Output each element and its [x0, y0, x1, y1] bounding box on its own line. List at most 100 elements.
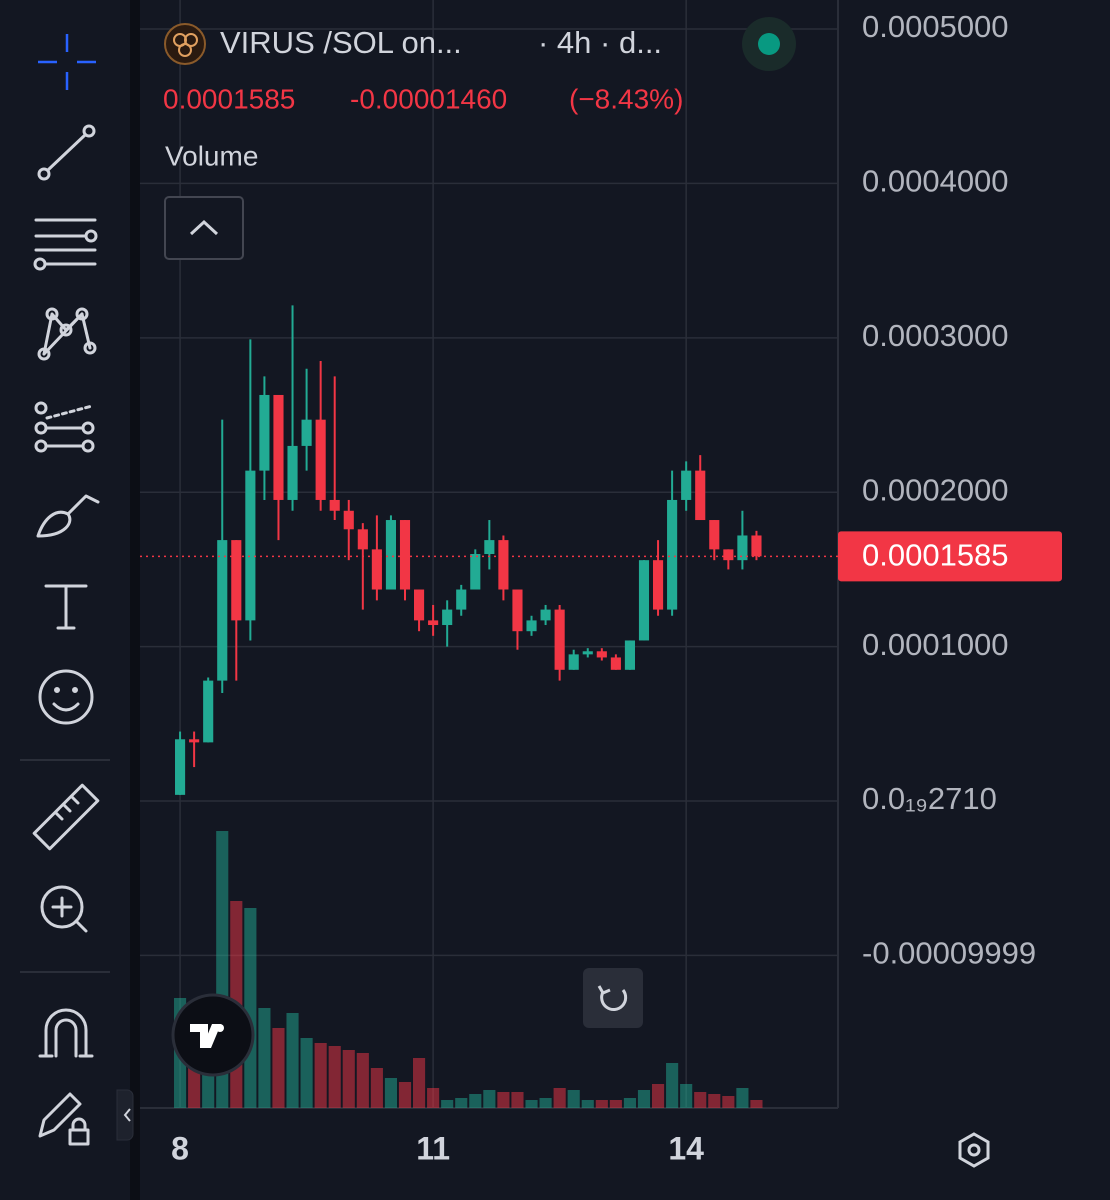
volume-bar: [637, 1090, 651, 1108]
collapse-legend-button[interactable]: [164, 196, 244, 260]
price-change: -0.00001460: [350, 83, 507, 114]
candle-body: [470, 554, 481, 590]
y-tick-label: 0.0003000: [862, 318, 1009, 353]
settings-button[interactable]: [958, 1132, 990, 1168]
ruler-tool[interactable]: [32, 783, 100, 851]
candle-body: [610, 657, 621, 670]
volume-bar: [511, 1092, 524, 1108]
candle-body: [512, 589, 523, 632]
candle-body: [217, 540, 228, 681]
y-tick-label: 0.0002000: [862, 472, 1009, 507]
volume-bar: [469, 1094, 482, 1108]
volume-bar: [483, 1090, 496, 1108]
candle-body: [638, 560, 650, 641]
candle-body: [189, 739, 200, 743]
candle-body: [667, 499, 678, 610]
market-status: [758, 33, 780, 55]
candle-body: [681, 470, 692, 500]
y-tick-label: 0.0004000: [862, 164, 1009, 199]
candle-body: [737, 535, 748, 561]
volume-bar: [314, 1043, 327, 1108]
volume-bar: [441, 1100, 454, 1108]
y-tick-label: 0.0005000: [862, 9, 1009, 44]
logo-part: [178, 43, 192, 57]
candle-body: [428, 620, 439, 626]
fib-tool[interactable]: [33, 218, 98, 271]
volume-bar: [258, 1008, 271, 1108]
collapse-arrow: [123, 1108, 131, 1122]
y-tick-label: 0.0001000: [862, 627, 1009, 662]
candle-body: [301, 419, 312, 446]
trend-line-tool[interactable]: [37, 124, 96, 181]
emoji-tool[interactable]: [38, 669, 94, 725]
settings-icon: [967, 1143, 981, 1157]
tv-logo-dot: [216, 1024, 224, 1032]
volume-bar: [708, 1094, 721, 1108]
volume-bar: [581, 1100, 594, 1108]
volume-bar: [427, 1088, 440, 1108]
price-change-percent: (−8.43%): [569, 83, 683, 114]
y-tick-label: 0.0₁₉2710: [862, 781, 997, 816]
reset-chart-button[interactable]: [583, 968, 643, 1028]
candle-body: [231, 540, 242, 621]
lock-drawings-tool[interactable]: [38, 1092, 90, 1146]
candle-body: [175, 739, 186, 795]
candle-body: [413, 589, 425, 621]
volume-bar: [244, 908, 257, 1108]
forecast-tool[interactable]: [34, 401, 95, 453]
text-tool[interactable]: [44, 584, 88, 630]
pattern-tool[interactable]: [37, 307, 97, 361]
logo-part: [184, 33, 198, 47]
chevron-up: [189, 219, 219, 236]
volume-bar: [455, 1098, 468, 1108]
candle-body: [343, 510, 354, 530]
volume-bar: [539, 1098, 552, 1108]
x-tick-label: 14: [668, 1130, 704, 1166]
candle-body: [399, 520, 411, 590]
volume-bar: [525, 1100, 538, 1108]
volume-bar: [750, 1100, 763, 1108]
candle-body: [385, 520, 397, 590]
candle-body: [596, 651, 607, 658]
volume-bar: [300, 1038, 313, 1108]
volume-bar: [370, 1068, 383, 1108]
crosshair-tool[interactable]: [38, 34, 96, 90]
candle-body: [273, 394, 284, 500]
last-price-tag: [838, 531, 1062, 582]
volume-bar: [694, 1092, 707, 1108]
reset-icon: [600, 989, 628, 1011]
volume-bar: [722, 1096, 735, 1108]
candle-body: [357, 529, 368, 550]
zoom-tool[interactable]: [40, 885, 88, 933]
candle-body: [371, 549, 382, 590]
candle-body: [245, 470, 256, 621]
interval: · 4h · d...: [538, 25, 662, 60]
volume-bar: [272, 1028, 285, 1108]
candle-body: [484, 540, 495, 554]
volume-bar: [286, 1013, 299, 1108]
magnet-tool[interactable]: [38, 1008, 94, 1058]
volume-bar: [666, 1063, 679, 1108]
candle-body: [540, 609, 551, 621]
x-tick-label: 8: [171, 1130, 189, 1166]
plot: 0.0005000 0.0004000 0.0003000 0.0002000 0.00…: [140, 0, 1062, 1166]
candle-body: [498, 540, 509, 590]
tv-logo: [190, 1024, 221, 1048]
brush-tool[interactable]: [36, 494, 100, 538]
candle-body: [554, 609, 565, 670]
volume-bar: [623, 1098, 636, 1108]
candle-body: [456, 589, 467, 610]
last-price: 0.0001585: [163, 83, 295, 114]
volume-bar: [497, 1092, 510, 1108]
candle-body: [287, 445, 298, 500]
candle-body: [751, 535, 762, 557]
candle-body: [526, 620, 537, 632]
tools: [20, 34, 110, 1146]
candle-body: [329, 499, 340, 511]
volume-bar: [680, 1084, 693, 1108]
symbol-title[interactable]: VIRUS /SOL on...: [220, 25, 462, 60]
x-tick-label: 11: [416, 1130, 450, 1166]
volume-bar: [328, 1046, 341, 1108]
candle-body: [723, 549, 734, 561]
